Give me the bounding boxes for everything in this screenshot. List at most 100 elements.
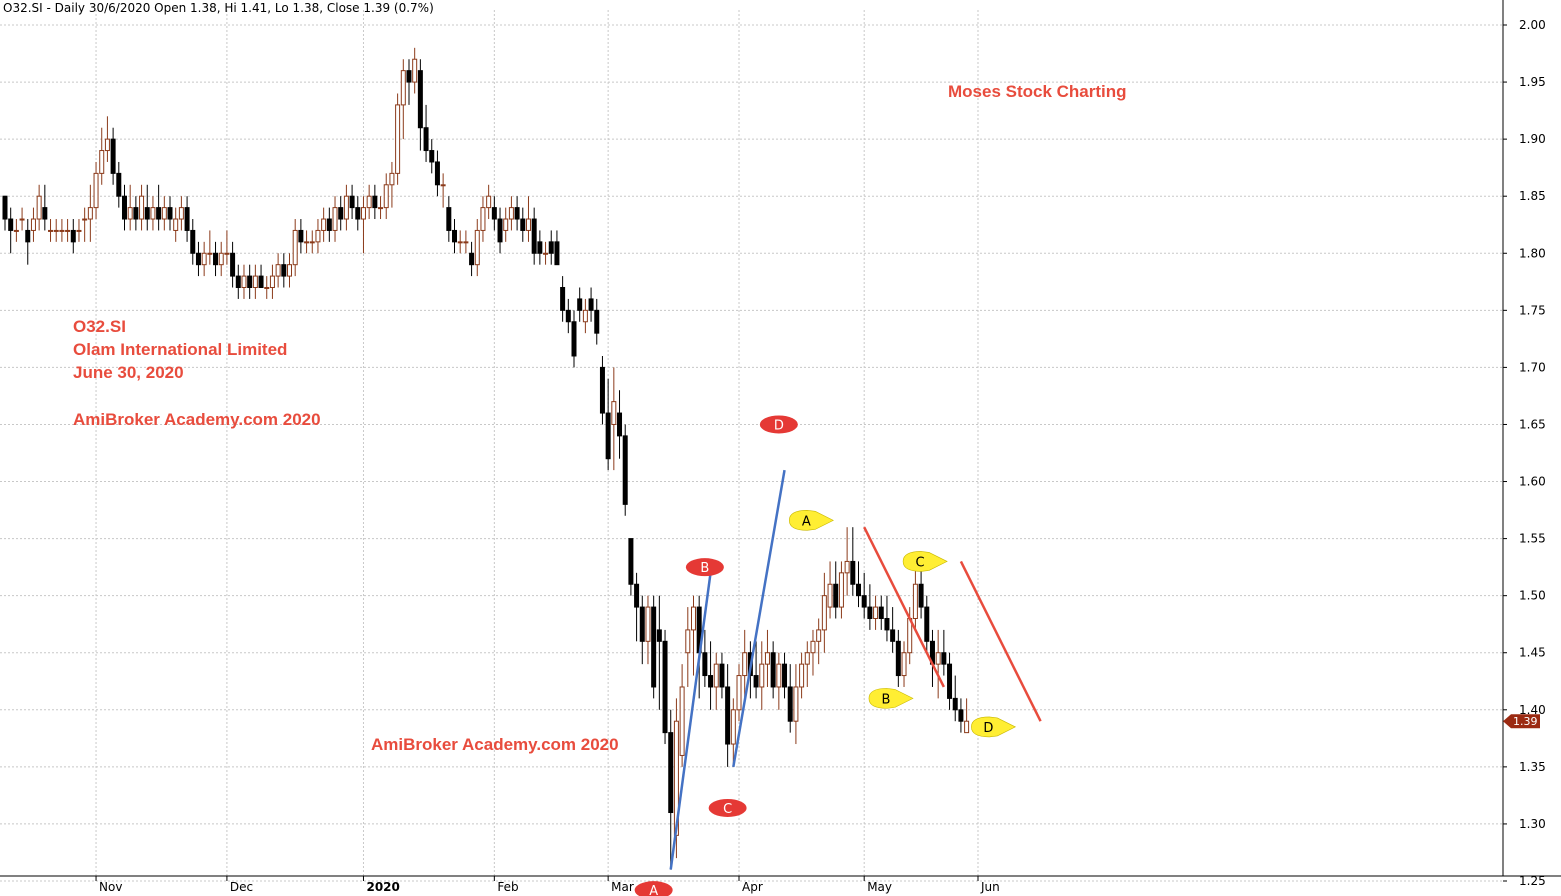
candle-body: [406, 70, 412, 83]
candle: [36, 184, 42, 231]
candle: [947, 652, 953, 710]
candle: [2, 195, 8, 231]
candle-body: [912, 583, 918, 619]
candle: [298, 219, 304, 254]
candle-body: [520, 218, 526, 231]
candle: [543, 241, 549, 265]
candle-body: [577, 298, 583, 311]
y-tick-label: 1.50: [1519, 589, 1546, 603]
candle: [685, 607, 691, 687]
candle: [315, 219, 321, 254]
y-tick-label: 1.55: [1519, 532, 1546, 546]
candle: [230, 241, 236, 288]
last-price-label: 1.39: [1513, 715, 1538, 728]
candle: [867, 584, 873, 630]
candle: [42, 184, 48, 231]
wave-label-marker: [788, 510, 834, 531]
candle: [93, 161, 99, 220]
candle-body: [890, 629, 896, 642]
candle-body: [594, 309, 600, 334]
y-tick-label: 1.40: [1519, 703, 1546, 717]
candle: [662, 629, 668, 745]
candle-body: [366, 195, 372, 209]
candle: [53, 219, 59, 242]
candle-body: [133, 207, 139, 220]
candle-body: [161, 207, 167, 220]
chart-header: O32.SI - Daily 30/6/2020 Open 1.38, Hi 1…: [3, 1, 434, 15]
candle: [821, 572, 827, 653]
candle: [213, 241, 219, 277]
wave-label-text: A: [649, 884, 658, 896]
candle: [429, 139, 435, 174]
candle-body: [713, 663, 719, 688]
candle-body: [87, 207, 93, 220]
candle: [486, 184, 492, 220]
candle-body: [326, 218, 332, 231]
candle-body: [702, 652, 708, 677]
candle: [65, 219, 71, 242]
candle-body: [372, 195, 378, 209]
candle: [679, 664, 685, 767]
candle-body: [389, 172, 395, 186]
candle-body: [218, 252, 224, 266]
candle: [588, 287, 594, 322]
candle: [690, 595, 696, 676]
candle: [48, 219, 54, 242]
candle-body: [93, 172, 99, 209]
candle-body: [844, 560, 850, 574]
candle-body: [446, 207, 452, 231]
candle: [13, 219, 19, 242]
candle: [935, 629, 941, 699]
candle-body: [725, 686, 731, 745]
brand-label: Moses Stock Charting: [948, 82, 1127, 101]
candle-body: [474, 229, 480, 266]
candle: [309, 230, 315, 254]
candle-body: [833, 583, 839, 608]
candle-body: [662, 640, 668, 734]
candle: [827, 561, 833, 619]
candle: [628, 538, 634, 596]
candle: [594, 298, 600, 345]
candle-body: [207, 252, 213, 255]
candle-body: [719, 663, 725, 688]
candle-body: [269, 275, 275, 289]
y-tick-label: 1.30: [1519, 817, 1546, 831]
website-label-upper: AmiBroker Academy.com 2020: [73, 410, 321, 429]
candle-body: [611, 401, 617, 425]
candle-body: [298, 229, 304, 243]
candle-body: [309, 241, 315, 244]
candle-body: [782, 663, 788, 688]
candle-body: [617, 412, 623, 437]
candle: [378, 196, 384, 220]
candle-body: [947, 663, 953, 699]
candle: [440, 173, 446, 208]
candle: [389, 161, 395, 208]
candle-body: [321, 218, 327, 231]
candle-body: [816, 629, 822, 642]
x-tick-label: Jun: [980, 880, 1000, 894]
candle: [150, 196, 156, 231]
candle: [787, 664, 793, 733]
y-tick-label: 1.60: [1519, 475, 1546, 489]
candle-body: [423, 127, 429, 152]
candle-body: [582, 309, 588, 323]
candle: [611, 367, 617, 471]
candle-body: [30, 218, 36, 231]
candle: [873, 595, 879, 630]
candle-body: [486, 195, 492, 209]
candle-body: [287, 264, 292, 277]
candle: [736, 664, 742, 722]
candle: [668, 709, 674, 870]
wave-label-marker: [759, 415, 798, 434]
candle-body: [708, 675, 714, 688]
candle: [76, 219, 82, 242]
candle-body: [730, 709, 736, 745]
candle-body: [121, 195, 127, 220]
candle: [850, 527, 856, 596]
wave-label-yellow: D: [971, 716, 1017, 738]
candle: [503, 207, 509, 242]
wave-label-red: D: [759, 415, 798, 434]
candle: [713, 652, 719, 710]
candle-body: [690, 606, 696, 631]
candle: [383, 173, 389, 220]
